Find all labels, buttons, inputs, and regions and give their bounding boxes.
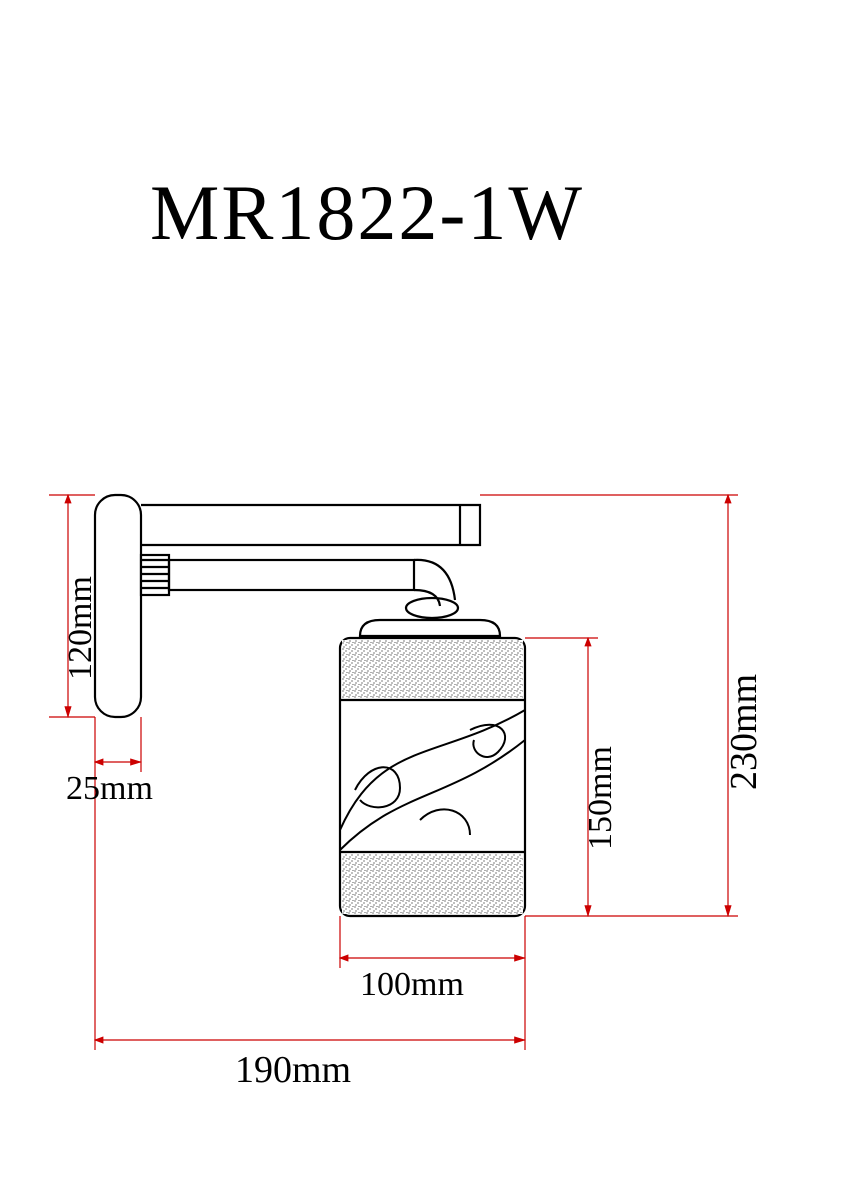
shade-swirl: [340, 710, 525, 850]
technical-drawing-svg: [0, 0, 848, 1200]
shade-band-bottom: [342, 854, 523, 914]
dim-label-25: 25mm: [66, 770, 153, 808]
drawing-canvas: MR1822-1W: [0, 0, 848, 1200]
dim-label-230: 230mm: [722, 674, 766, 790]
base-plate: [95, 495, 141, 717]
dim-label-120: 120mm: [62, 576, 100, 680]
dim-label-100: 100mm: [360, 966, 464, 1004]
dim-label-150: 150mm: [582, 746, 620, 850]
dim-label-190: 190mm: [235, 1048, 351, 1092]
arm-bracket: [141, 505, 480, 545]
shade-band-top: [342, 640, 523, 698]
thread-stub: [141, 555, 169, 595]
product-outline: [95, 495, 525, 916]
shade-cap: [360, 620, 500, 636]
arm-tube: [169, 560, 414, 590]
